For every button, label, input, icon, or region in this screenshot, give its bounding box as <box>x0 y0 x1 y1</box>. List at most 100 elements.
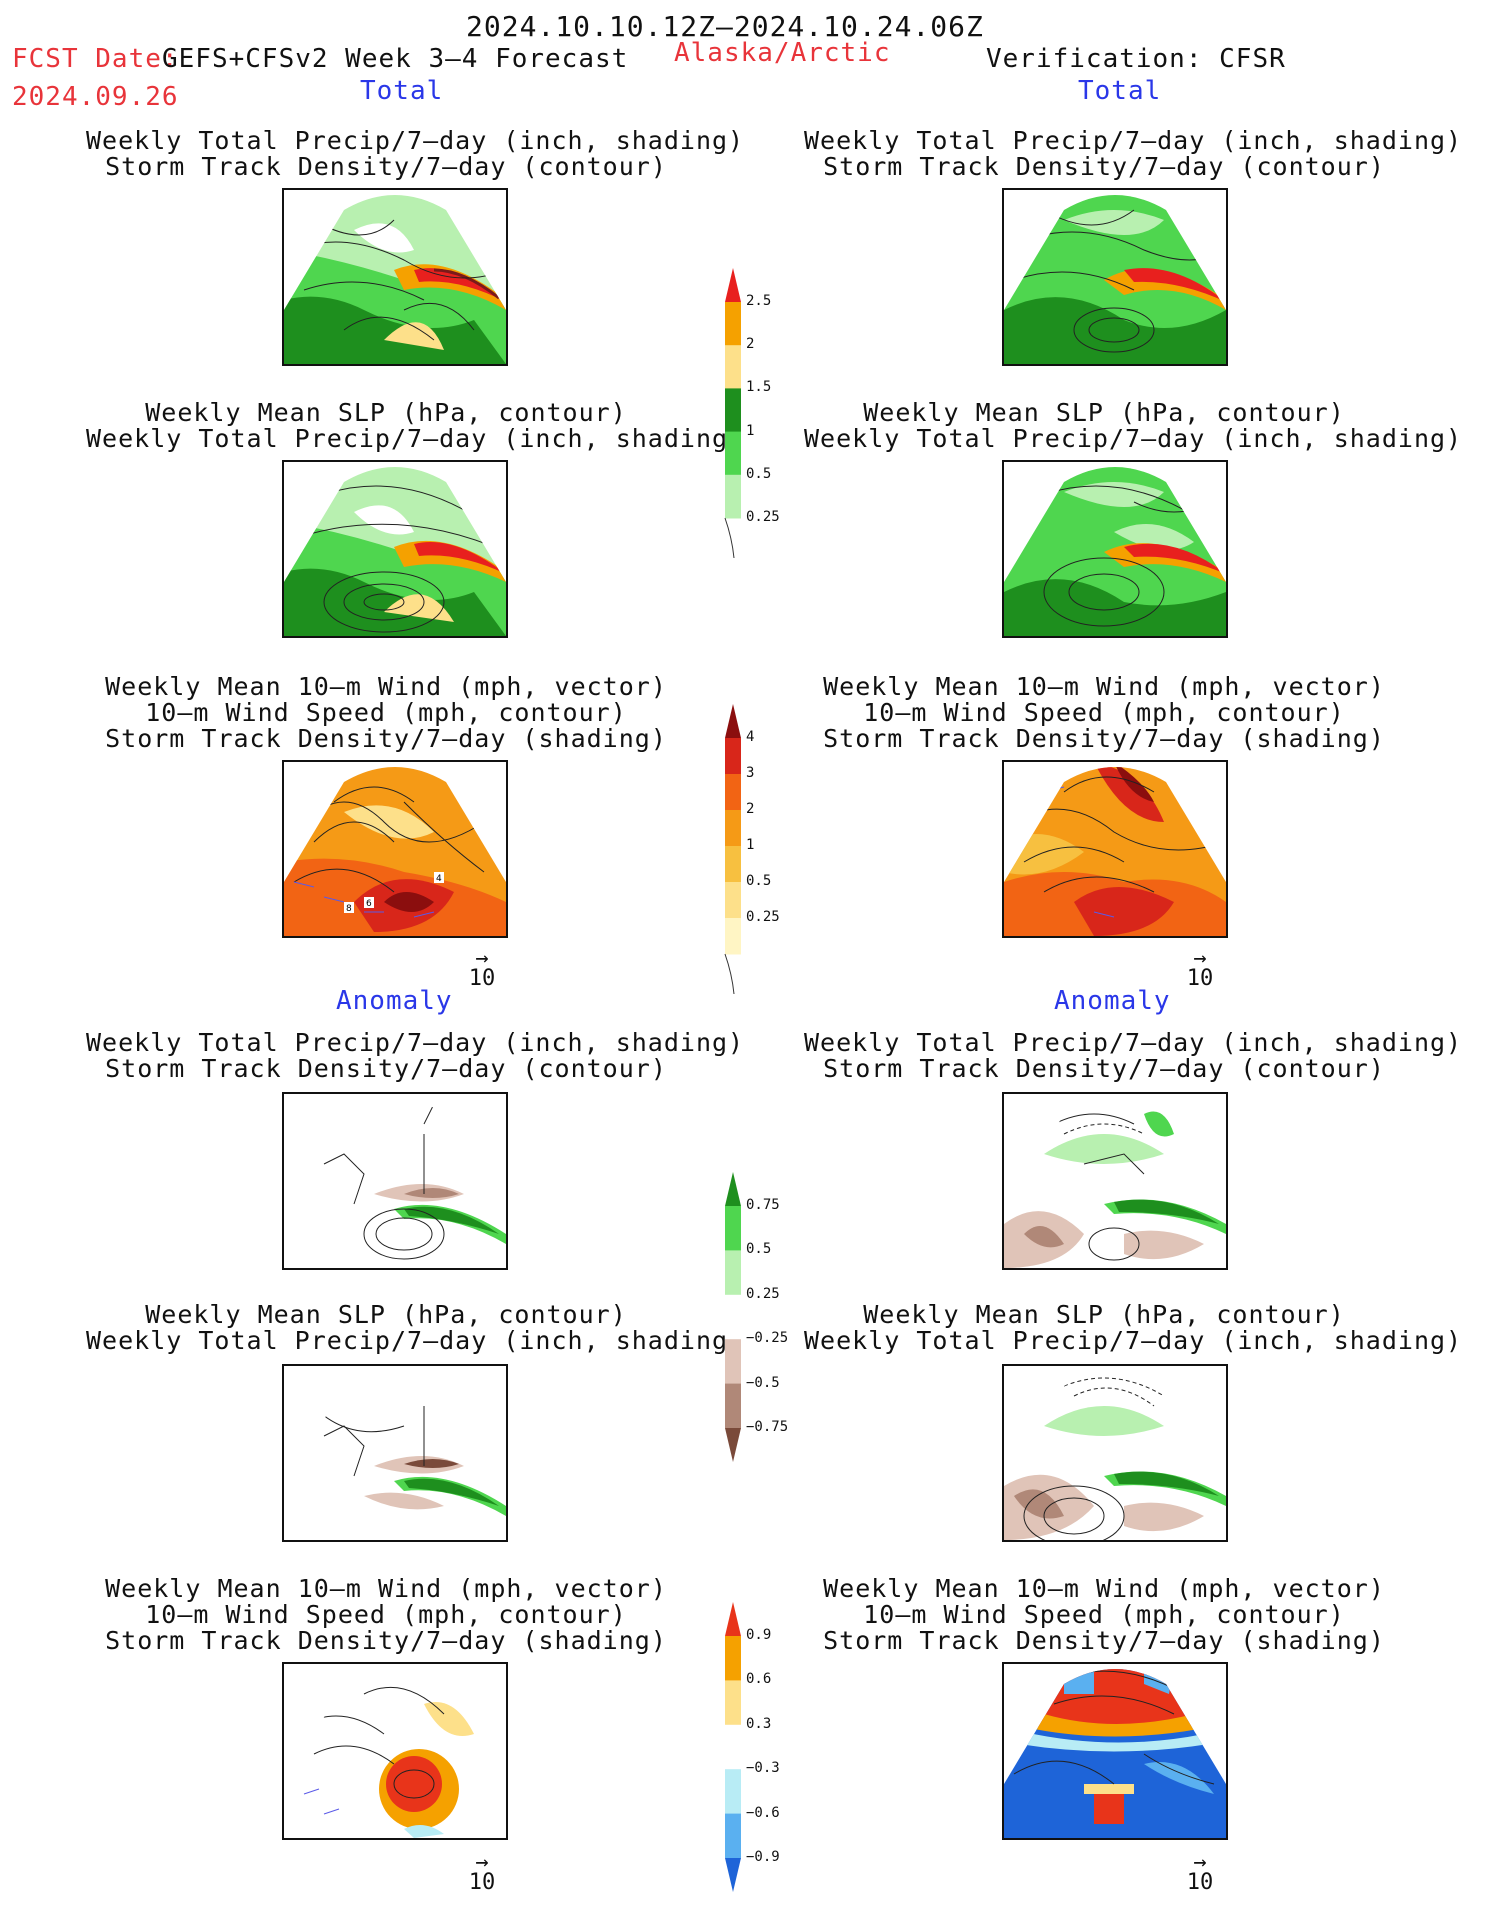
vector-arrow-icon: → <box>475 946 489 971</box>
colorbar-swatch <box>725 1294 741 1340</box>
title-wind-storm-total-fcst: Weekly Mean 10–m Wind (mph, vector) 10–m… <box>86 674 686 752</box>
colorbar-swatch <box>725 882 741 919</box>
colorbar-graphic <box>724 268 741 559</box>
model-label: GEFS+CFSv2 Week 3–4 Forecast <box>162 44 629 74</box>
title-slp-precip-anom-obs: Weekly Mean SLP (hPa, contour) Weekly To… <box>804 1300 1463 1355</box>
title-line: Storm Track Density/7–day (contour) <box>105 152 667 181</box>
title-line: Weekly Mean SLP (hPa, contour) <box>145 398 627 427</box>
title-line: Storm Track Density/7–day (shading) <box>823 724 1385 753</box>
map-slp-precip-anom-obs <box>1002 1364 1228 1542</box>
colorbar-swatch <box>725 474 741 519</box>
colorbar-swatch <box>725 1769 741 1815</box>
title-line: Weekly Total Precip/7–day (inch, shading… <box>804 1326 1463 1355</box>
colorbar-graphic <box>724 704 741 995</box>
map-wind-storm-anom-fcst <box>282 1662 508 1840</box>
title-slp-precip-total-obs: Weekly Mean SLP (hPa, contour) Weekly To… <box>804 398 1463 453</box>
colorbar-swatch <box>725 1206 741 1251</box>
colorbar-tail <box>724 517 735 559</box>
vector-ref-value: 10 <box>468 966 496 991</box>
colorbar-label: −0.75 <box>746 1419 789 1435</box>
colorbar-swatch <box>725 1813 741 1859</box>
title-line: Weekly Total Precip/7–day (inch, shading… <box>804 424 1463 453</box>
colorbar-label: 2 <box>746 801 755 817</box>
colorbar-swatch <box>725 345 741 389</box>
colorbar-label: 0.25 <box>746 509 780 525</box>
colorbar-swatch <box>725 1428 741 1462</box>
title-wind-storm-anom-fcst: Weekly Mean 10–m Wind (mph, vector) 10–m… <box>86 1576 686 1654</box>
colorbar-label: 1 <box>746 422 755 439</box>
title-wind-storm-anom-obs: Weekly Mean 10–m Wind (mph, vector) 10–m… <box>804 1576 1404 1654</box>
title-line: Weekly Total Precip/7–day (inch, shading… <box>86 424 745 453</box>
title-line: Weekly Mean SLP (hPa, contour) <box>145 1300 627 1329</box>
colorbar-swatch <box>725 1724 741 1770</box>
colorbar-label: 0.3 <box>746 1715 772 1732</box>
title-slp-precip-total-fcst: Weekly Mean SLP (hPa, contour) Weekly To… <box>86 398 745 453</box>
title-line: Storm Track Density/7–day (shading) <box>105 1626 667 1655</box>
colorbar-swatch <box>725 1383 741 1429</box>
fcst-date: 2024.09.26 <box>12 82 179 112</box>
map-precip-storm-total-obs <box>1002 188 1228 366</box>
colorbar-swatch <box>725 810 741 847</box>
title-line: 10–m Wind Speed (mph, contour) <box>863 698 1345 727</box>
verification-label: Verification: CFSR <box>986 44 1286 74</box>
title-line: Weekly Total Precip/7–day (inch, shading… <box>86 126 745 155</box>
colorbar-swatch <box>725 1680 741 1726</box>
colorbar-swatch <box>725 1858 741 1892</box>
map-wind-storm-anom-obs <box>1002 1662 1228 1840</box>
title-precip-storm-anom-fcst: Weekly Total Precip/7–day (inch, shading… <box>86 1030 743 1083</box>
title-line: Weekly Mean 10–m Wind (mph, vector) <box>823 1574 1385 1603</box>
vector-arrow-icon: → <box>1193 1850 1207 1875</box>
map-wind-storm-total-obs <box>1002 760 1228 938</box>
title-line: Storm Track Density/7–day (shading) <box>823 1626 1385 1655</box>
total-label-left: Total <box>360 76 444 106</box>
title-line: Weekly Total Precip/7–day (inch, shading… <box>804 1028 1463 1057</box>
map-precip-storm-anom-fcst <box>282 1092 508 1270</box>
colorbar-label: 0.5 <box>746 1241 772 1258</box>
vector-ref-anom-obs: → 10 <box>1178 1850 1222 1896</box>
map-precip-storm-total-fcst <box>282 188 508 366</box>
svg-text:6: 6 <box>366 899 372 909</box>
colorbar-label: 1.5 <box>746 379 772 396</box>
colorbar-label: −0.25 <box>746 1330 789 1347</box>
vector-ref-value: 10 <box>1186 1870 1214 1895</box>
colorbar-label: 4 <box>746 729 755 745</box>
title-line: Weekly Mean 10–m Wind (mph, vector) <box>823 672 1385 701</box>
colorbar-label: 2 <box>746 336 755 353</box>
svg-text:4: 4 <box>436 874 442 884</box>
colorbar-graphic <box>725 1172 741 1462</box>
colorbar-swatch <box>725 1250 741 1296</box>
title-line: Storm Track Density/7–day (contour) <box>823 152 1385 181</box>
colorbar-swatch <box>725 268 741 302</box>
colorbar-label: 2.5 <box>746 293 772 309</box>
map-slp-precip-total-obs <box>1002 460 1228 638</box>
title-precip-storm-total-obs: Weekly Total Precip/7–day (inch, shading… <box>804 126 1463 181</box>
colorbar-swatch <box>725 846 741 883</box>
colorbar-label: 0.25 <box>746 1285 780 1302</box>
region-label: Alaska/Arctic <box>674 38 891 68</box>
anomaly-label-left: Anomaly <box>336 986 453 1016</box>
svg-text:8: 8 <box>346 904 352 914</box>
title-line: Storm Track Density/7–day (contour) <box>105 1054 667 1083</box>
title-line: Weekly Mean SLP (hPa, contour) <box>863 1300 1345 1329</box>
map-precip-storm-anom-obs <box>1002 1092 1228 1270</box>
vector-ref-value: 10 <box>468 1870 496 1895</box>
colorbar-swatch <box>725 302 741 346</box>
title-line: Weekly Total Precip/7–day (inch, shading… <box>804 126 1463 155</box>
colorbar-precip-total: 2.5 2 1.5 1 0.5 0.25 <box>724 268 814 559</box>
map-slp-precip-total-fcst <box>282 460 508 638</box>
colorbar-swatch <box>725 1172 741 1206</box>
colorbar-swatch <box>725 431 741 476</box>
title-line: Weekly Mean SLP (hPa, contour) <box>863 398 1345 427</box>
title-wind-storm-total-obs: Weekly Mean 10–m Wind (mph, vector) 10–m… <box>804 674 1404 752</box>
title-line: Weekly Mean 10–m Wind (mph, vector) <box>105 1574 667 1603</box>
title-line: 10–m Wind Speed (mph, contour) <box>145 1600 627 1629</box>
colorbar-label: 0.9 <box>746 1627 772 1643</box>
vector-arrow-icon: → <box>475 1850 489 1875</box>
title-line: 10–m Wind Speed (mph, contour) <box>145 698 627 727</box>
vector-arrow-icon: → <box>1193 946 1207 971</box>
colorbar-swatch <box>725 1636 741 1681</box>
colorbar-swatch <box>725 1339 741 1385</box>
title-line: Weekly Mean 10–m Wind (mph, vector) <box>105 672 667 701</box>
colorbar-graphic <box>725 1602 741 1892</box>
date-range: 2024.10.10.12Z–2024.10.24.06Z <box>466 10 984 43</box>
